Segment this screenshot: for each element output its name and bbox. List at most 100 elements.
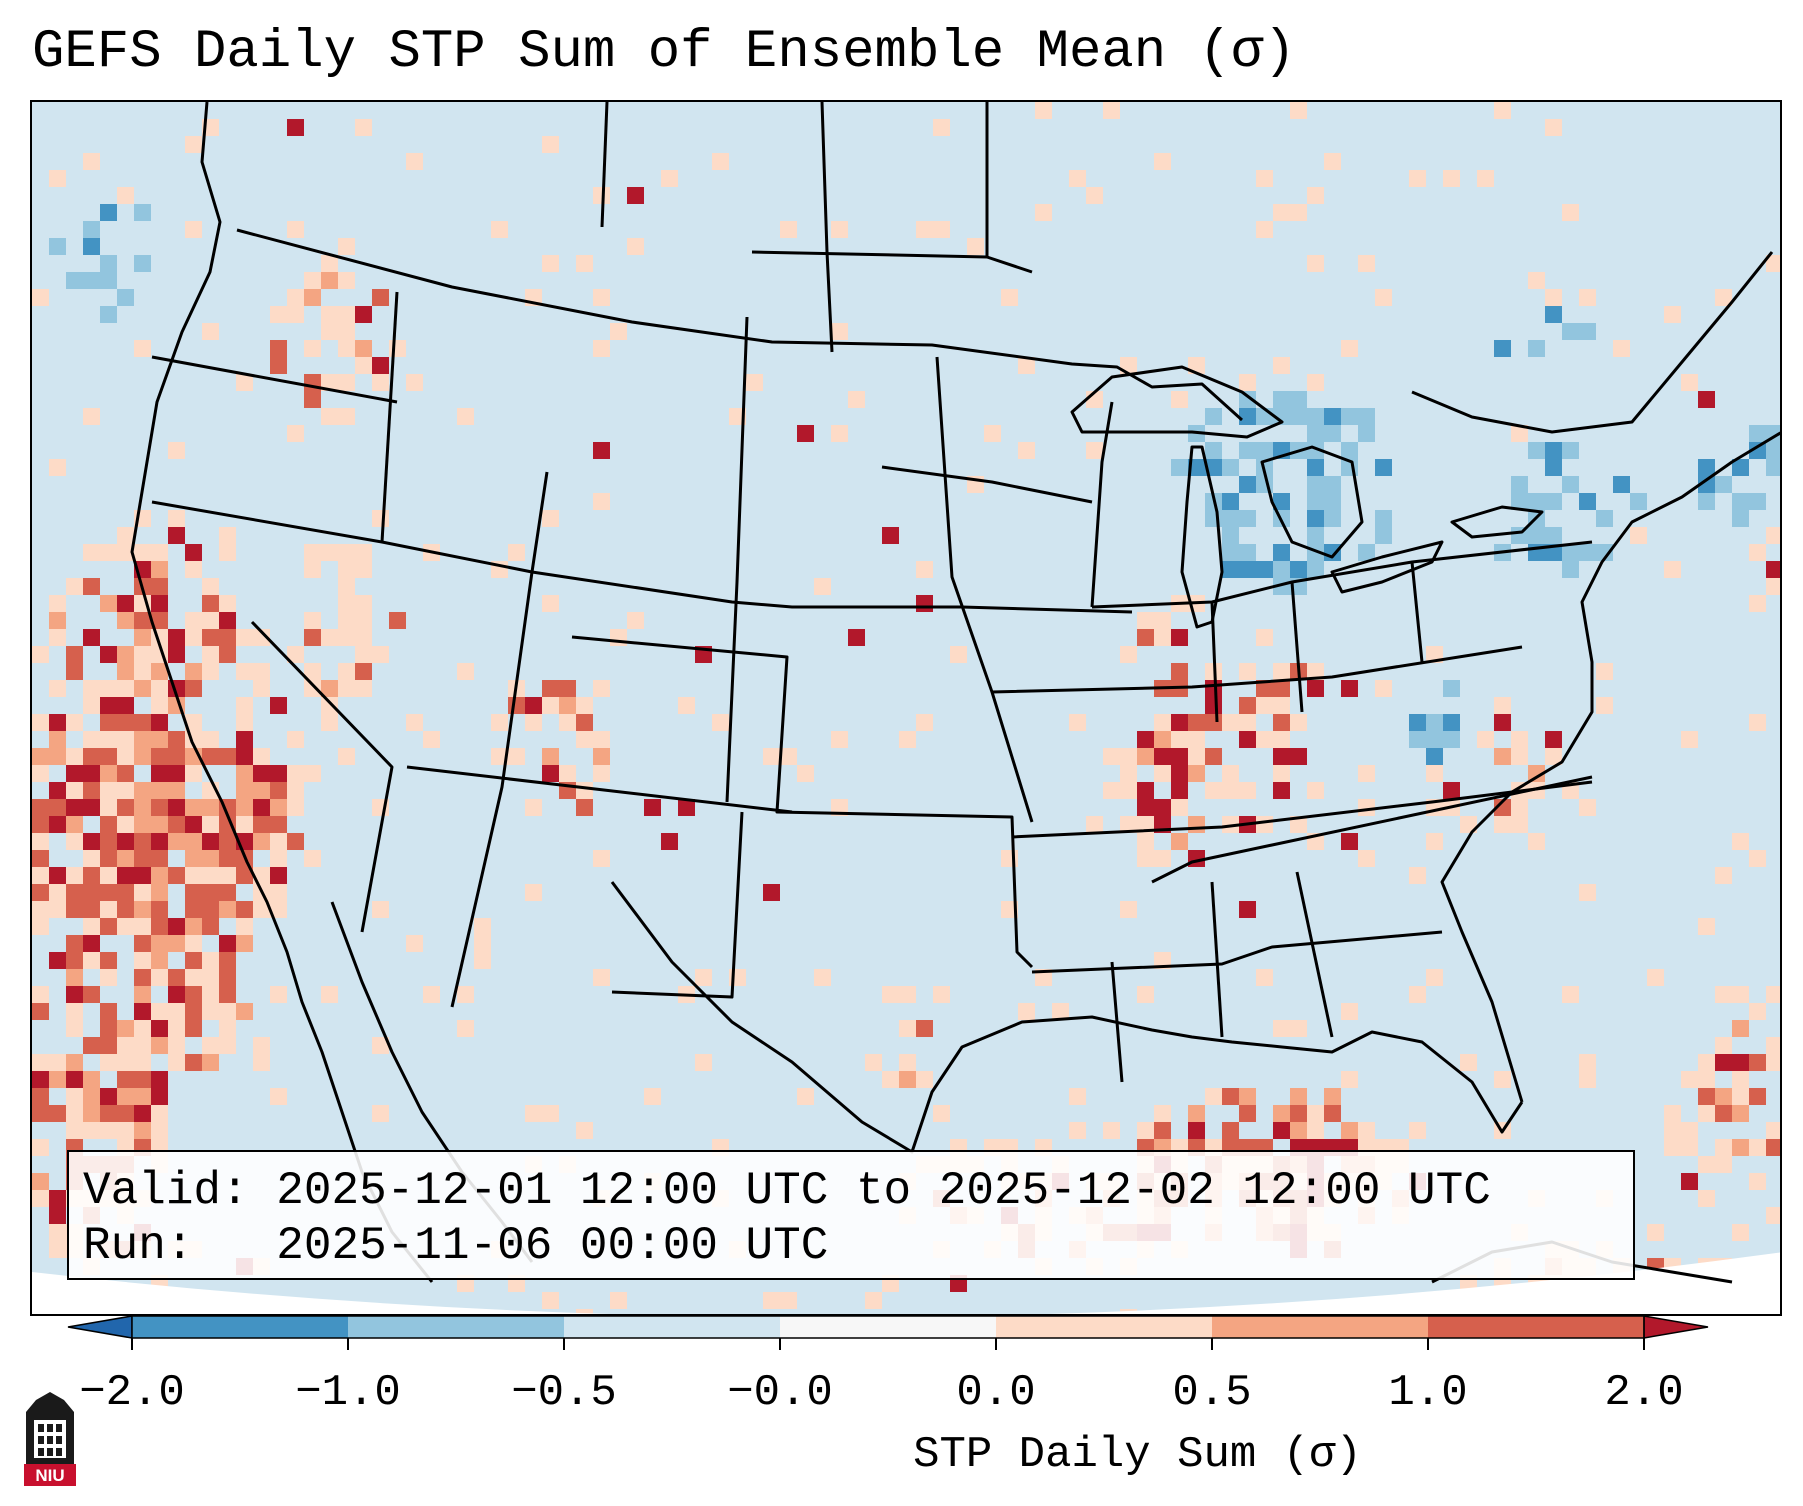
anomaly-cell [1766,255,1780,272]
anomaly-cell [1630,493,1647,510]
anomaly-cell [202,833,219,850]
anomaly-cell [83,748,100,765]
anomaly-cell [185,680,202,697]
anomaly-cell [338,561,355,578]
anomaly-cell [1562,442,1579,459]
anomaly-cell [49,1190,66,1207]
anomaly-cell [1698,1054,1715,1071]
anomaly-cell [1239,782,1256,799]
anomaly-cell [134,1071,151,1088]
anomaly-cell [304,663,321,680]
anomaly-cell [185,714,202,731]
anomaly-cell [1171,663,1188,680]
anomaly-cell [1749,1054,1766,1071]
anomaly-cell [83,935,100,952]
anomaly-cell [270,867,287,884]
anomaly-cell [1630,527,1647,544]
anomaly-cell [185,1054,202,1071]
anomaly-cell [134,952,151,969]
state-line [600,102,609,228]
anomaly-cell [1205,1088,1222,1105]
anomaly-cell [287,731,304,748]
anomaly-cell [406,153,423,170]
anomaly-cell [1528,782,1545,799]
anomaly-cell [134,1037,151,1054]
anomaly-cell [1766,1122,1780,1139]
anomaly-cell [1018,442,1035,459]
anomaly-cell [66,578,83,595]
anomaly-cell [542,748,559,765]
anomaly-cell [1188,459,1205,476]
anomaly-cell [1732,1071,1749,1088]
anomaly-cell [1307,493,1324,510]
anomaly-cell [270,816,287,833]
anomaly-cell [100,1054,117,1071]
state-line [1210,881,1224,1038]
anomaly-cell [117,1088,134,1105]
anomaly-cell [134,629,151,646]
anomaly-cell [576,255,593,272]
anomaly-cell [1596,663,1613,680]
anomaly-cell [1307,782,1324,799]
anomaly-cell [1443,680,1460,697]
anomaly-cell [134,918,151,935]
anomaly-cell [372,289,389,306]
anomaly-cell [542,510,559,527]
anomaly-cell [933,986,950,1003]
anomaly-cell [1715,1156,1732,1173]
anomaly-cell [338,238,355,255]
anomaly-cell [559,714,576,731]
anomaly-cell [1273,782,1290,799]
anomaly-cell [542,765,559,782]
anomaly-cell [1409,170,1426,187]
anomaly-cell [134,646,151,663]
anomaly-cell [168,969,185,986]
anomaly-cell [1273,765,1290,782]
anomaly-cell [1120,646,1137,663]
valid-run-info-box: Valid: 2025-12-01 12:00 UTC to 2025-12-0… [67,1150,1635,1280]
anomaly-cell [185,850,202,867]
anomaly-cell [168,731,185,748]
anomaly-cell [1154,731,1171,748]
anomaly-cell [32,850,49,867]
state-line [406,765,793,814]
anomaly-cell [219,595,236,612]
anomaly-cell [1222,765,1239,782]
colorbar-tick-label: 0.0 [956,1368,1036,1418]
anomaly-cell [66,884,83,901]
anomaly-cell [1239,714,1256,731]
anomaly-cell [168,918,185,935]
anomaly-cell [236,629,253,646]
anomaly-cell [831,221,848,238]
anomaly-cell [66,765,83,782]
anomaly-cell [117,646,134,663]
anomaly-cell [355,680,372,697]
anomaly-cell [1494,102,1511,119]
anomaly-cell [1715,867,1732,884]
anomaly-cell [1273,1122,1290,1139]
anomaly-cell [134,731,151,748]
anomaly-cell [202,850,219,867]
anomaly-cell [1494,714,1511,731]
anomaly-cell [49,816,66,833]
anomaly-cell [355,663,372,680]
anomaly-cell [287,646,304,663]
anomaly-cell [304,765,321,782]
anomaly-cell [202,595,219,612]
anomaly-cell [1341,1003,1358,1020]
anomaly-cell [202,578,219,595]
anomaly-cell [576,714,593,731]
colorbar-extend-high [1643,1315,1709,1339]
anomaly-cell [49,612,66,629]
anomaly-cell [1290,1122,1307,1139]
anomaly-cell [593,493,610,510]
anomaly-cell [508,544,525,561]
colorbar-bin [1428,1316,1645,1338]
anomaly-cell [848,629,865,646]
anomaly-cell [185,612,202,629]
anomaly-cell [1715,1139,1732,1156]
anomaly-cell [1103,102,1120,119]
anomaly-cell [151,935,168,952]
anomaly-cell [1698,1088,1715,1105]
anomaly-cell [304,391,321,408]
